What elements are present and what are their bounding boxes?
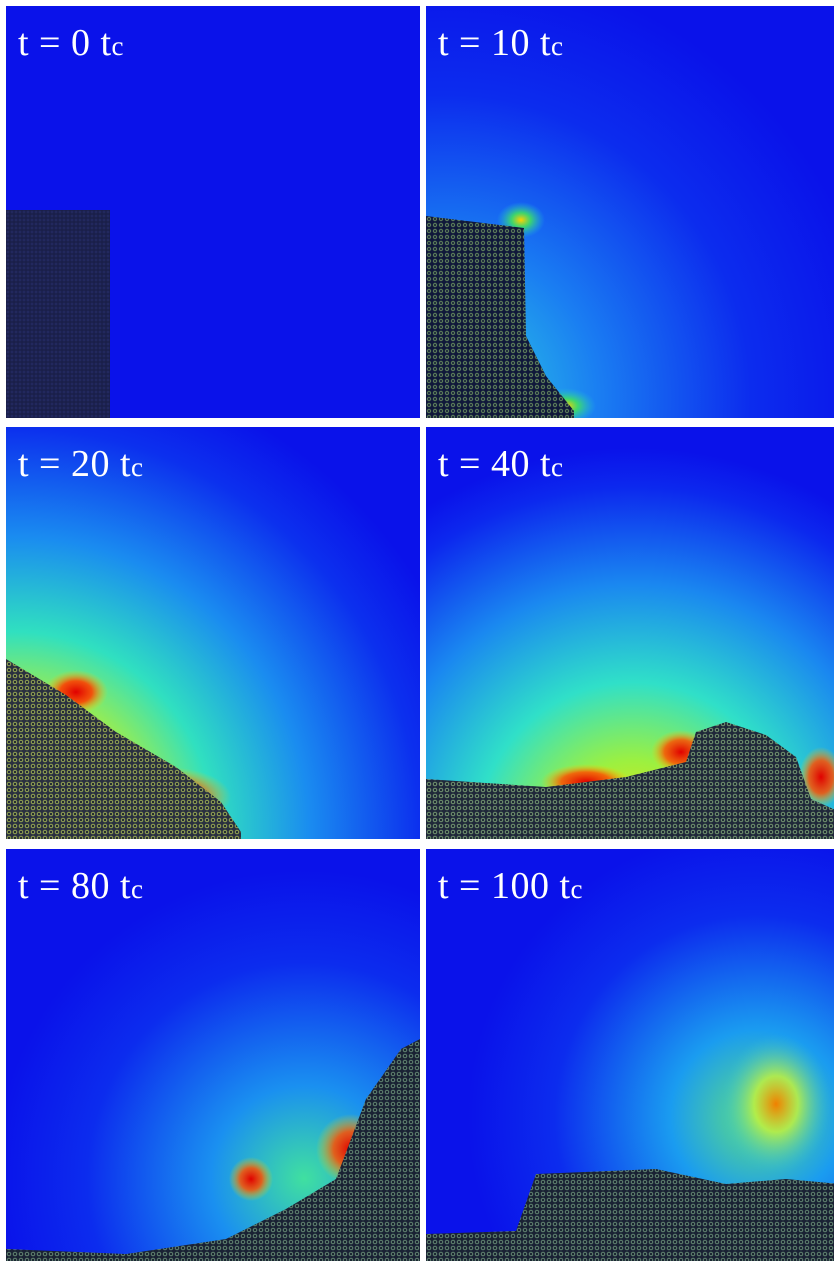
panel-t80: t = 80 tc — [6, 849, 420, 1261]
field-plot-t80 — [6, 849, 420, 1261]
particle-block — [6, 210, 110, 418]
particle-slope — [6, 659, 241, 839]
time-label: t = 0 tc — [18, 22, 125, 64]
field-plot-t100 — [426, 849, 834, 1261]
particle-column — [426, 216, 574, 418]
time-label: t = 40 tc — [438, 443, 564, 485]
field-plot-t40 — [426, 427, 834, 839]
panel-t40: t = 40 tc — [426, 427, 834, 839]
time-label: t = 20 tc — [18, 443, 144, 485]
panel-t100: t = 100 tc — [426, 849, 834, 1261]
field-plot-t0 — [6, 6, 420, 418]
particle-heap — [6, 1039, 420, 1261]
panel-t10: t = 10 tc — [426, 6, 834, 418]
field-plot-t20 — [6, 427, 420, 839]
time-label: t = 100 tc — [438, 865, 584, 907]
panel-t0: t = 0 tc — [6, 6, 420, 418]
particle-bed — [426, 722, 834, 839]
particle-layer — [426, 1169, 834, 1261]
field-plot-t10 — [426, 6, 834, 418]
time-label: t = 10 tc — [438, 22, 564, 64]
panel-t20: t = 20 tc — [6, 427, 420, 839]
time-label: t = 80 tc — [18, 865, 144, 907]
